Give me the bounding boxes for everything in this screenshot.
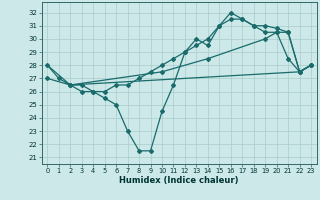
X-axis label: Humidex (Indice chaleur): Humidex (Indice chaleur) xyxy=(119,176,239,185)
